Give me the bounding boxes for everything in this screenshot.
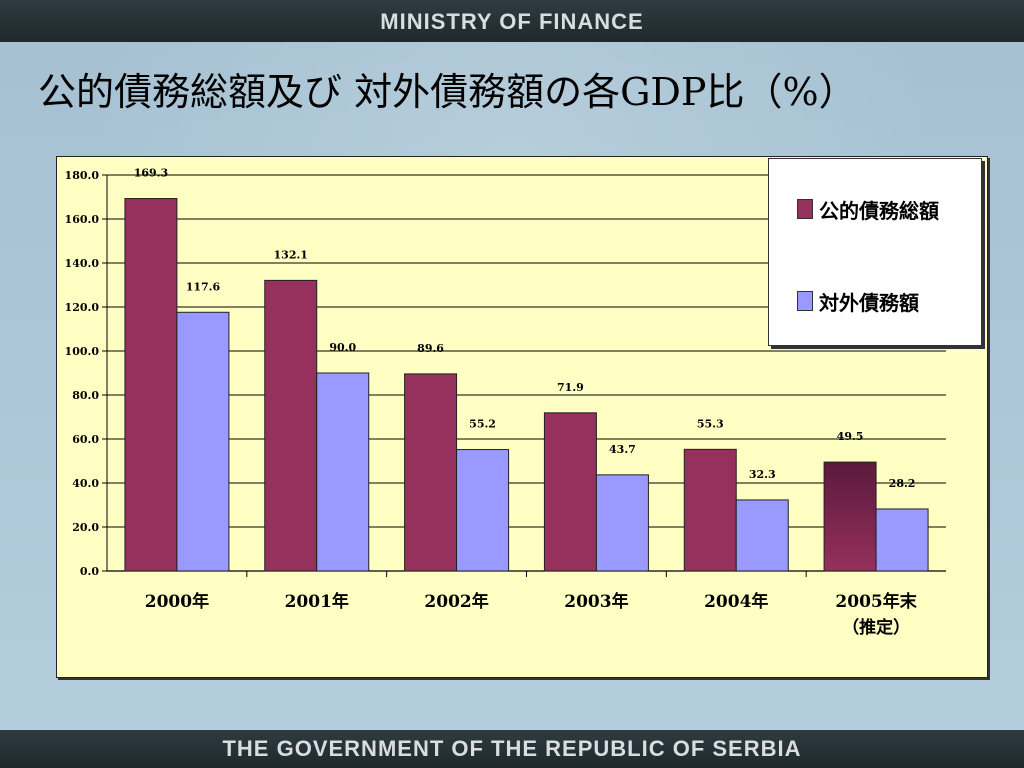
x-tick-label: 2000年: [145, 591, 209, 612]
y-tick-label: 0.0: [80, 565, 99, 578]
y-tick-label: 160.0: [65, 213, 100, 226]
x-tick-label: 2002年: [424, 591, 488, 612]
y-tick-label: 20.0: [72, 521, 99, 534]
x-tick-label: （推定）: [842, 617, 910, 638]
y-tick-label: 120.0: [65, 301, 100, 314]
bar-series-1: [683, 448, 737, 572]
data-label: 32.3: [749, 468, 776, 481]
y-tick-label: 180.0: [65, 169, 100, 182]
chart-legend: 公的債務総額 対外債務額: [768, 158, 982, 346]
bar-series-1: [404, 373, 458, 572]
ministry-header-bar: MINISTRY OF FINANCE: [0, 0, 1024, 42]
data-label: 117.6: [186, 280, 221, 293]
data-label: 169.3: [134, 167, 168, 180]
bar-series-1: [543, 412, 597, 572]
y-tick-label: 40.0: [72, 477, 99, 490]
y-tick-label: 60.0: [72, 433, 99, 446]
x-tick-label: 2005年末: [835, 591, 917, 612]
legend-item-series-2: 対外債務額: [797, 287, 919, 315]
bar-series-1: [264, 279, 318, 572]
y-tick-label: 140.0: [65, 257, 100, 270]
bar-series-2: [316, 372, 370, 572]
bar-series-2: [456, 449, 510, 572]
bar-series-1: [823, 461, 877, 572]
data-label: 43.7: [609, 443, 636, 456]
x-tick-label: 2003年: [564, 591, 628, 612]
data-label: 132.1: [274, 248, 308, 261]
bar-series-2: [875, 508, 929, 572]
data-label: 90.0: [329, 341, 356, 354]
bar-series-2: [595, 474, 649, 572]
legend-label-series-1: 公的債務総額: [819, 198, 939, 223]
government-footer-bar: THE GOVERNMENT OF THE REPUBLIC OF SERBIA: [0, 730, 1024, 768]
data-label: 71.9: [557, 381, 584, 394]
data-label: 89.6: [417, 342, 444, 355]
government-footer-text: THE GOVERNMENT OF THE REPUBLIC OF SERBIA: [222, 736, 802, 761]
y-tick-label: 100.0: [65, 345, 100, 358]
data-label: 28.2: [889, 477, 916, 490]
legend-swatch-series-2: [797, 291, 813, 311]
ministry-header-text: MINISTRY OF FINANCE: [380, 9, 644, 34]
slide-title: 公的債務総額及び 対外債務額の各GDP比（%）: [38, 70, 857, 114]
legend-label-series-2: 対外債務額: [819, 290, 919, 315]
bar-chart: 0.0 20.0 40.0 60.0 80.0 100.0 120.0 140.0 160.0 1…: [65, 167, 946, 638]
data-label: 55.2: [469, 418, 496, 431]
x-tick-label: 2004年: [704, 591, 768, 612]
legend-item-series-1: 公的債務総額: [797, 195, 939, 223]
data-label: 49.5: [837, 430, 864, 443]
x-tick-label: 2001年: [285, 591, 349, 612]
y-tick-label: 80.0: [72, 389, 99, 402]
bar-series-2: [735, 499, 789, 572]
bar-series-1: [124, 198, 178, 572]
data-label: 55.3: [697, 417, 724, 430]
legend-swatch-series-1: [797, 199, 813, 219]
bar-series-2: [176, 311, 230, 572]
